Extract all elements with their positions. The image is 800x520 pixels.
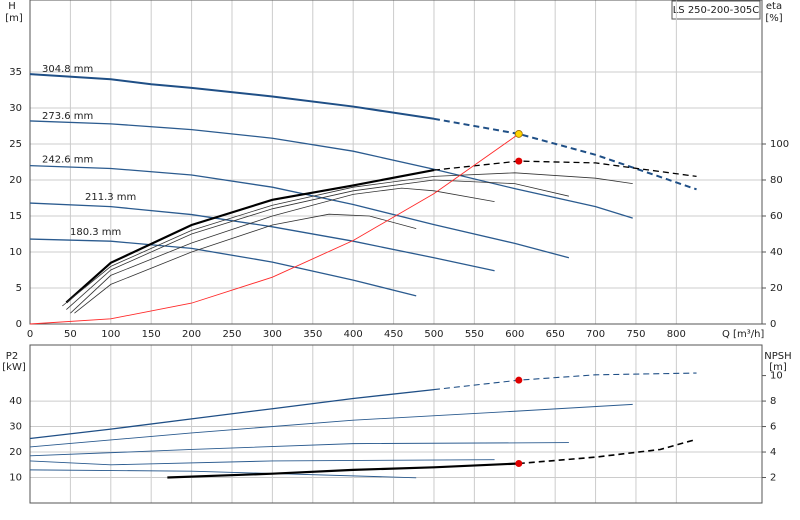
plot-frame (29, 0, 763, 325)
x-tick-label: 600 (505, 329, 524, 340)
operating-point (515, 460, 523, 467)
x-tick-label: 500 (424, 329, 443, 340)
curve (29, 238, 417, 297)
curve (29, 469, 417, 479)
y-tick-label: 40 (9, 396, 22, 407)
y-label: P2 (6, 351, 18, 362)
operating-point (514, 130, 523, 138)
y2-tick-label: 60 (770, 211, 783, 222)
y2-label: eta (766, 1, 782, 12)
y-tick-label: 25 (9, 139, 22, 150)
curve (66, 179, 569, 310)
y2-label: NPSH (764, 351, 791, 362)
y2-tick-label: 0 (770, 319, 776, 330)
x-tick-label: 300 (263, 329, 282, 340)
curve (70, 187, 495, 314)
y2-tick-label: 2 (770, 473, 776, 484)
y2-unit: [%] (765, 13, 782, 24)
y-tick-label: 30 (9, 422, 22, 433)
y2-tick-label: 80 (770, 175, 783, 186)
chart-title: LS 250-200-305C (673, 5, 760, 16)
curve (29, 403, 633, 448)
curve (62, 172, 633, 307)
x-tick-label: 50 (64, 329, 77, 340)
curve (29, 459, 495, 466)
y2-unit: [m] (769, 362, 787, 373)
y-tick-label: 5 (16, 283, 22, 294)
x-tick-label: 700 (586, 329, 605, 340)
x-tick-label: 250 (222, 329, 241, 340)
y2-tick-label: 20 (770, 283, 783, 294)
y-unit: [m] (5, 13, 23, 24)
x-tick-label: 100 (101, 329, 120, 340)
operating-point (515, 157, 523, 165)
curve (433, 372, 697, 391)
y2-tick-label: 6 (770, 422, 776, 433)
x-tick-label: 400 (344, 329, 363, 340)
curve (29, 133, 520, 325)
x-label: Q [m³/h] (722, 329, 764, 340)
x-tick-label: 800 (667, 329, 686, 340)
x-tick-label: 550 (465, 329, 484, 340)
x-tick-label: 650 (546, 329, 565, 340)
y-label: H (8, 1, 16, 12)
curve-label: 273.6 mm (42, 111, 93, 122)
curve-label: 211.3 mm (85, 192, 136, 203)
y2-tick-label: 100 (770, 139, 789, 150)
y-tick-label: 0 (16, 319, 22, 330)
y-tick-label: 20 (9, 447, 22, 458)
x-tick-label: 750 (626, 329, 645, 340)
curve (433, 160, 697, 178)
y2-tick-label: 4 (770, 447, 776, 458)
curve-label: 180.3 mm (70, 227, 121, 238)
y2-tick-label: 40 (770, 247, 783, 258)
curve (29, 120, 633, 219)
y-tick-label: 10 (9, 247, 22, 258)
y2-tick-label: 10 (770, 371, 783, 382)
y-tick-label: 30 (9, 103, 22, 114)
y-tick-label: 15 (9, 211, 22, 222)
x-tick-label: 0 (27, 329, 33, 340)
y2-tick-label: 8 (770, 396, 776, 407)
curve-label: 242.6 mm (42, 155, 93, 166)
curve (29, 202, 495, 272)
y-unit: [kW] (2, 362, 26, 373)
curve (29, 73, 435, 120)
y-tick-label: 35 (9, 67, 22, 78)
y-tick-label: 20 (9, 175, 22, 186)
curve (29, 442, 569, 457)
curve (433, 117, 697, 191)
operating-point (515, 376, 523, 384)
curve (167, 462, 519, 479)
x-tick-label: 150 (142, 329, 161, 340)
curve-label: 304.8 mm (42, 64, 93, 75)
curve (65, 169, 435, 304)
curve (29, 388, 435, 440)
curve (74, 213, 417, 314)
plot-frame (29, 344, 763, 504)
title-box (671, 0, 761, 20)
x-tick-label: 200 (182, 329, 201, 340)
x-tick-label: 350 (303, 329, 322, 340)
x-tick-label: 450 (384, 329, 403, 340)
y-tick-label: 10 (9, 473, 22, 484)
curve (518, 438, 697, 465)
